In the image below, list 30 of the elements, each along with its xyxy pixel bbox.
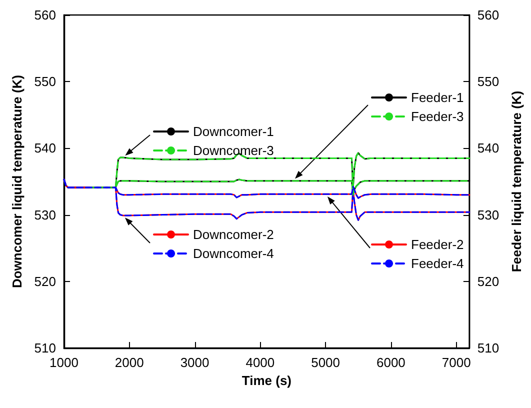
y2-tick-label: 520 <box>477 274 500 289</box>
y-tick-label: 520 <box>34 274 56 289</box>
x-tick-label: 4000 <box>246 355 275 370</box>
y-tick-label: 550 <box>34 74 56 90</box>
legend-label: Feeder-3 <box>411 109 464 124</box>
legend-label: Downcomer-4 <box>193 246 274 261</box>
x-tick-label: 5000 <box>311 355 340 370</box>
y-axis-title: Downcomer liquid temperature (K) <box>9 74 24 288</box>
x-tick-label: 2000 <box>114 355 144 370</box>
x-tick-label: 6000 <box>376 355 406 370</box>
legend-label: Downcomer-3 <box>193 143 274 158</box>
legend-label: Feeder-4 <box>411 256 464 271</box>
y2-tick-label: 550 <box>477 74 500 90</box>
legend-label: Downcomer-1 <box>193 124 274 139</box>
legend-label: Feeder-1 <box>411 90 464 105</box>
y-tick-label: 510 <box>34 340 56 356</box>
legend-label: Downcomer-2 <box>193 227 274 242</box>
y2-tick-label: 540 <box>477 140 500 156</box>
x-axis-title: Time (s) <box>242 373 292 388</box>
legend-label: Feeder-2 <box>411 237 464 252</box>
y-tick-label: 560 <box>34 8 56 22</box>
y2-tick-label: 560 <box>477 8 500 22</box>
y2-tick-label: 510 <box>477 340 500 356</box>
y-tick-label: 530 <box>34 207 56 222</box>
x-tick-label: 1000 <box>50 355 78 370</box>
x-tick-label: 7000 <box>442 355 471 370</box>
y2-tick-label: 530 <box>477 207 500 222</box>
y-tick-label: 540 <box>34 140 56 156</box>
x-tick-label: 3000 <box>180 355 210 370</box>
y2-axis-title: Feeder liquid temperature (K) <box>509 90 524 272</box>
